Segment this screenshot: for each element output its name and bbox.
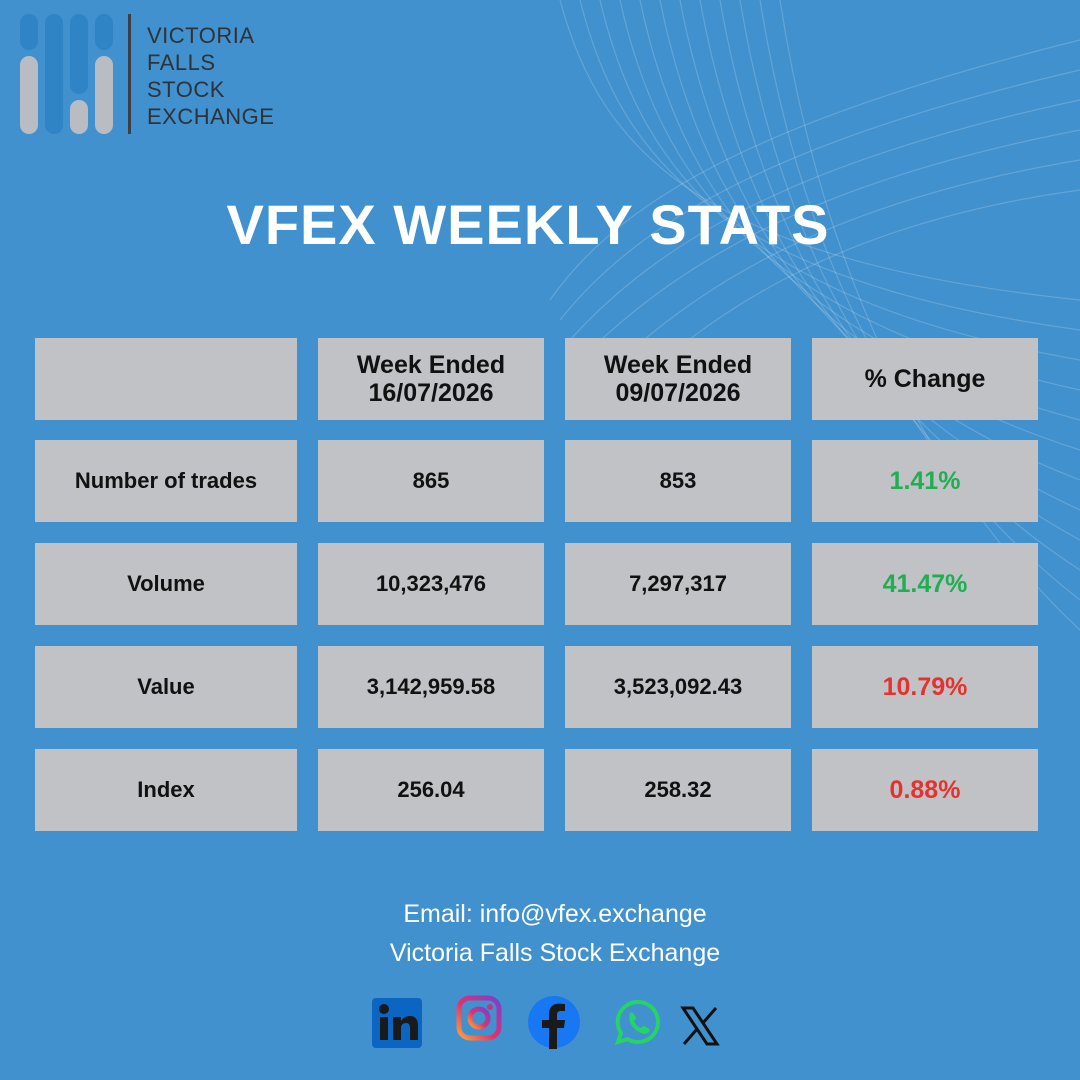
header-previous-week-label: Week Ended: [603, 351, 753, 379]
logo-divider: [128, 14, 131, 134]
instagram-icon[interactable]: [456, 995, 502, 1041]
logo-bar: [20, 56, 38, 134]
header-previous-week: Week Ended 09/07/2026: [565, 338, 791, 420]
x-icon[interactable]: [680, 1006, 720, 1046]
row-index-current: 256.04: [318, 749, 544, 831]
logo-text-line: EXCHANGE: [147, 104, 275, 129]
row-index-change: 0.88%: [812, 749, 1038, 831]
facebook-icon[interactable]: [527, 995, 581, 1049]
logo-bar: [70, 14, 88, 94]
row-value-change: 10.79%: [812, 646, 1038, 728]
row-volume-previous: 7,297,317: [565, 543, 791, 625]
logo-bar: [20, 14, 38, 50]
header-current-week: Week Ended 16/07/2026: [318, 338, 544, 420]
logo-bar: [95, 56, 113, 134]
row-label-index: Index: [35, 749, 297, 831]
logo-text-line: FALLS: [147, 50, 216, 75]
row-label-value: Value: [35, 646, 297, 728]
logo-bar: [45, 14, 63, 134]
footer-email[interactable]: Email: info@vfex.exchange: [403, 900, 707, 928]
row-trades-change: 1.41%: [812, 440, 1038, 522]
footer-organization: Victoria Falls Stock Exchange: [389, 939, 721, 967]
linkedin-icon[interactable]: [372, 998, 422, 1048]
whatsapp-icon[interactable]: [614, 998, 662, 1046]
row-index-previous: 258.32: [565, 749, 791, 831]
page-title: VFEX WEEKLY STATS: [226, 193, 830, 256]
row-trades-current: 865: [318, 440, 544, 522]
row-value-previous: 3,523,092.43: [565, 646, 791, 728]
logo-text-line: STOCK: [147, 77, 225, 102]
row-value-current: 3,142,959.58: [318, 646, 544, 728]
table-corner-cell: [35, 338, 297, 420]
logo-bar: [70, 100, 88, 134]
logo-text-line: VICTORIA: [147, 23, 255, 48]
header-current-week-date: 16/07/2026: [368, 379, 494, 407]
row-volume-current: 10,323,476: [318, 543, 544, 625]
row-volume-change: 41.47%: [812, 543, 1038, 625]
header-previous-week-date: 09/07/2026: [615, 379, 741, 407]
row-label-trades: Number of trades: [35, 440, 297, 522]
row-label-volume: Volume: [35, 543, 297, 625]
vfex-logo: VICTORIA FALLS STOCK EXCHANGE: [20, 14, 280, 138]
logo-bar: [95, 14, 113, 50]
header-current-week-label: Week Ended: [356, 351, 506, 379]
row-trades-previous: 853: [565, 440, 791, 522]
header-percent-change: % Change: [812, 338, 1038, 420]
